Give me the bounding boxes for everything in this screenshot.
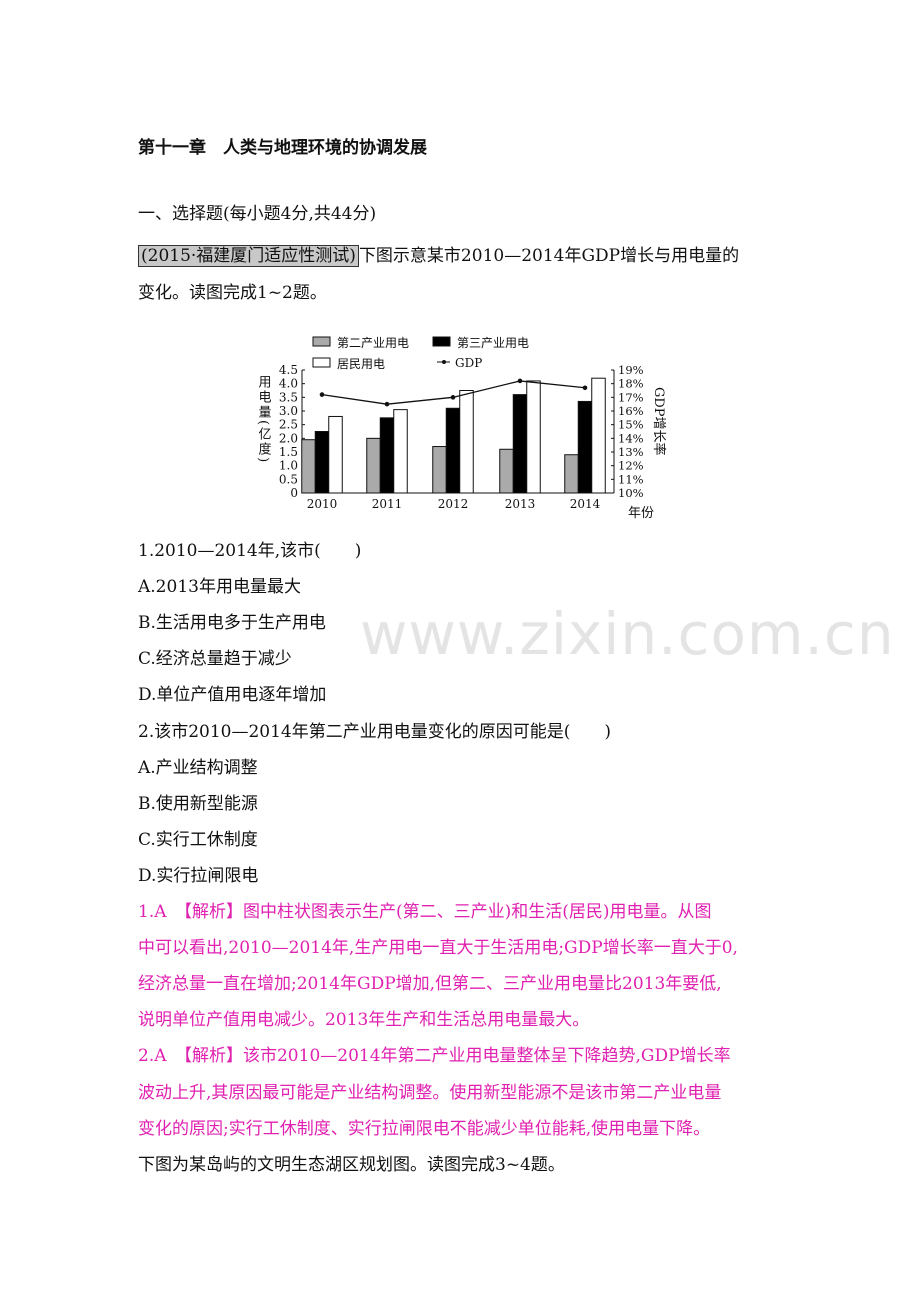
- chapter-title: 第十一章 人类与地理环境的协调发展: [138, 138, 427, 158]
- gdp-point: [319, 392, 325, 397]
- bar-1: [432, 446, 447, 494]
- explanation-line: 中可以看出,2010—2014年,生产用电一直大于生活用电;GDP增长率一直大于…: [138, 938, 738, 958]
- bar-3: [393, 409, 408, 494]
- section-heading: 一、选择题(每小题4分,共44分): [138, 204, 377, 224]
- intro-text-1: 下图示意某市2010—2014年GDP增长与用电量的: [358, 246, 740, 266]
- y2-tick-label: 18%: [618, 377, 644, 391]
- answer-option: C.实行工休制度: [138, 830, 258, 850]
- question-stem: 2.该市2010—2014年第二产业用电量变化的原因可能是( ): [138, 722, 612, 742]
- question-stem: 1.2010—2014年,该市( ): [138, 541, 362, 561]
- y2-tick-label: 17%: [618, 390, 644, 404]
- y-tick-label: 0.5: [279, 472, 298, 486]
- x-tick-label: 2014: [570, 497, 601, 511]
- answer-option: D.单位产值用电逐年增加: [138, 685, 327, 705]
- explanation-line: 2.A 【解析】该市2010—2014年第二产业用电量整体呈下降趋势,GDP增长…: [138, 1046, 731, 1066]
- answer-option: B.使用新型能源: [138, 794, 258, 814]
- legend-swatch: [432, 336, 451, 347]
- y-tick-label: 2.5: [279, 418, 298, 432]
- y-tick-label: 0: [290, 486, 298, 500]
- legend-swatch: [312, 336, 331, 347]
- y-tick-label: 4.0: [279, 377, 298, 391]
- bar-1: [366, 437, 381, 494]
- y-tick-label: 1.5: [279, 445, 298, 459]
- y2-tick-label: 11%: [618, 472, 644, 486]
- bar-3: [591, 377, 606, 494]
- answer-option: B.生活用电多于生产用电: [138, 613, 326, 633]
- legend-gdp-dot: [442, 360, 446, 364]
- x-axis-label: 年份: [628, 506, 654, 521]
- y2-tick-label: 16%: [618, 404, 644, 418]
- chart: 00.51.01.52.02.53.03.54.04.5 10%11%12%13%…: [256, 336, 668, 521]
- bar-2: [314, 431, 330, 494]
- y2-tick-label: 19%: [618, 363, 644, 377]
- intro-line-1: (2015·福建厦门适应性测试) 下图示意某市2010—2014年GDP增长与用电…: [138, 245, 739, 267]
- explanation-line: 经济总量一直在增加;2014年GDP增加,但第二、三产业用电量比2013年要低,: [138, 974, 722, 994]
- answer-option: A.产业结构调整: [138, 758, 258, 778]
- intro-line-2: 变化。读图完成1~2题。: [138, 283, 327, 303]
- watermark: www.zixin.com.cn: [360, 600, 895, 668]
- bar-1: [499, 448, 514, 494]
- answer-option: C.经济总量趋于减少: [138, 649, 292, 669]
- bar-2: [577, 400, 593, 494]
- explanation-line: 波动上升,其原因最可能是产业结构调整。使用新型能源不是该市第二产业电量: [138, 1083, 722, 1103]
- explanation-line: 说明单位产值用电减少。2013年生产和生活总用电量最大。: [138, 1010, 590, 1030]
- x-tick-label: 2011: [372, 497, 403, 511]
- legend-swatch: [312, 357, 331, 368]
- x-tick-label: 2010: [307, 497, 338, 511]
- y2-tick-label: 12%: [618, 459, 644, 473]
- bar-1: [301, 439, 316, 494]
- legend-label: 第二产业用电: [337, 336, 409, 350]
- y-tick-label: 4.5: [279, 363, 298, 377]
- answer-option: D.实行拉闸限电: [138, 866, 259, 886]
- y2-axis-label: GDP增长率: [651, 387, 667, 456]
- bar-2: [445, 407, 461, 494]
- bar-3: [328, 415, 343, 494]
- y2-tick-label: 15%: [618, 418, 644, 432]
- gdp-line: [321, 380, 586, 405]
- source-tag: (2015·福建厦门适应性测试): [138, 245, 359, 267]
- gdp-point: [582, 385, 588, 391]
- y2-tick-label: 13%: [618, 445, 644, 459]
- y-tick-label: 2.0: [279, 431, 298, 445]
- y-tick-label: 3.5: [279, 390, 298, 404]
- x-tick-label: 2012: [438, 497, 469, 511]
- explanation-line: 变化的原因;实行工休制度、实行拉闸限电不能减少单位能耗,使用电量下降。: [138, 1119, 711, 1139]
- gdp-point: [517, 378, 523, 384]
- y-tick-label: 1.0: [279, 459, 298, 473]
- y-tick-label: 3.0: [279, 404, 298, 418]
- x-tick-label: 2013: [505, 497, 536, 511]
- y2-tick-label: 10%: [618, 486, 644, 500]
- explanation-line: 1.A 【解析】图中柱状图表示生产(第二、三产业)和生活(居民)用电量。从图: [138, 902, 712, 922]
- legend-label: 居民用电: [337, 357, 385, 371]
- bar-3: [526, 380, 541, 494]
- y2-tick-label: 14%: [618, 431, 644, 445]
- bar-2: [379, 417, 395, 494]
- next-intro: 下图为某岛屿的文明生态湖区规划图。读图完成3~4题。: [138, 1155, 565, 1175]
- y-axis-label: 用电量(亿度): [256, 375, 272, 464]
- bar-3: [459, 390, 474, 494]
- bar-1: [564, 454, 579, 494]
- legend-label: 第三产业用电: [457, 336, 529, 350]
- gdp-point: [384, 401, 390, 407]
- gdp-point: [450, 395, 456, 400]
- bar-2: [512, 394, 528, 494]
- legend-label: GDP: [455, 356, 482, 370]
- answer-option: A.2013年用电量最大: [138, 577, 301, 597]
